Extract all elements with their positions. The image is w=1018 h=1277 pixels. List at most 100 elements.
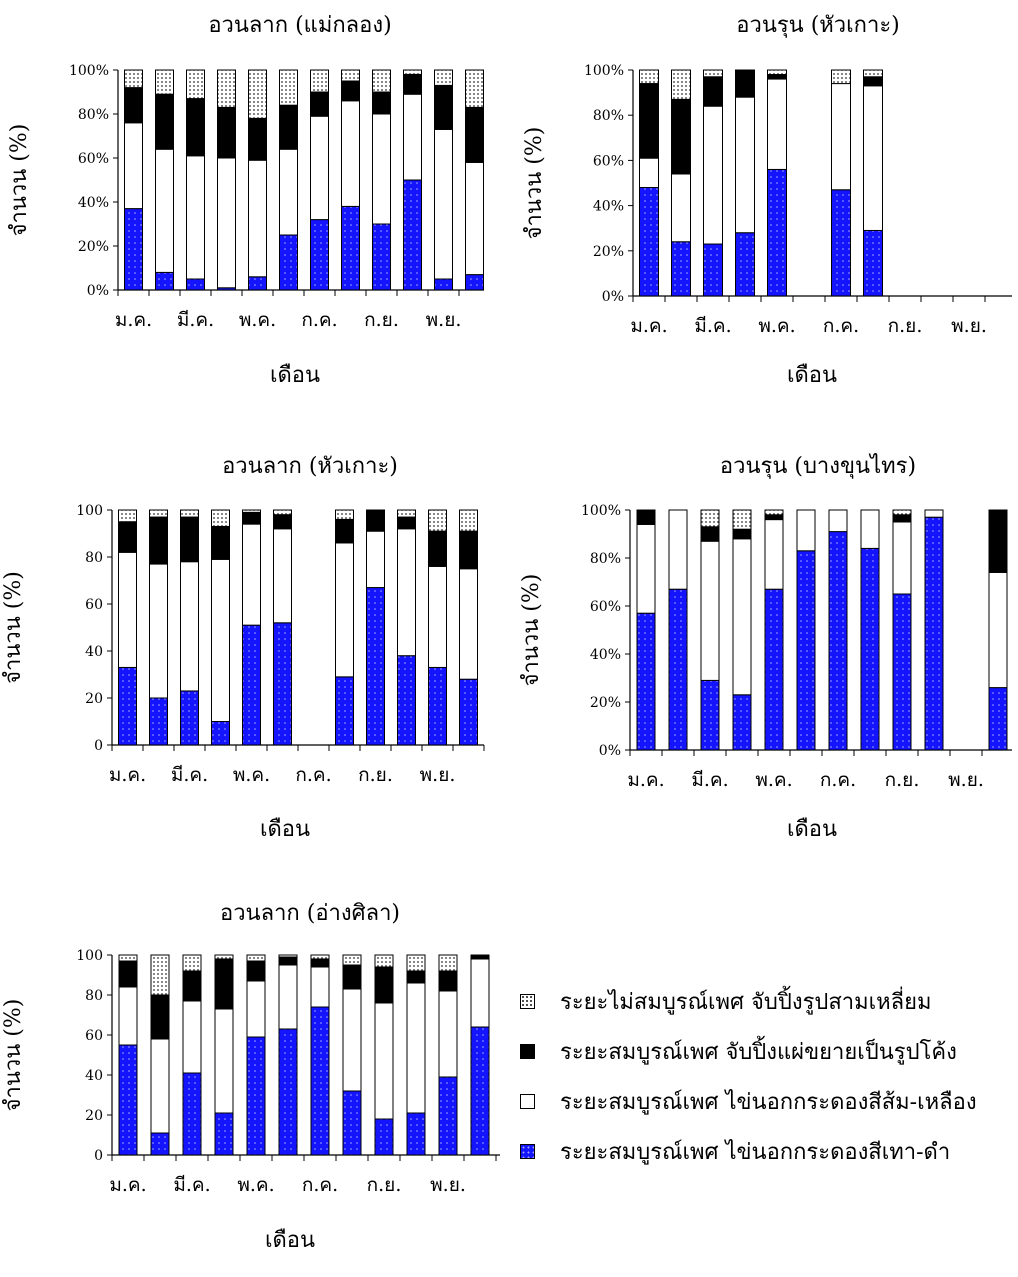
bar-segment-orange (860, 509, 880, 549)
bar-segment-grayblack (246, 1036, 266, 1156)
bar-segment-grayblack (671, 241, 691, 297)
x-tick-label: มี.ค. (691, 769, 728, 791)
bar-segment-immature (434, 69, 453, 86)
bar-segment-orange (892, 521, 912, 595)
bar-segment-grayblack (124, 208, 143, 291)
bar-segment-immature (703, 69, 723, 78)
x-tick-label: ก.ค. (301, 309, 337, 331)
y-tick-label: 20% (78, 239, 109, 255)
bar-segment-curved (767, 74, 787, 80)
legend-item-immature: ระยะไม่สมบูรณ์เพศ จับปิ้งรูปสามเหลี่ยม (520, 978, 1016, 1024)
bar-segment-orange (279, 148, 298, 236)
bar-segment-grayblack (703, 243, 723, 297)
bar-segment-curved (397, 516, 416, 530)
bar-segment-curved (180, 516, 199, 563)
bar-segment-curved (310, 958, 330, 968)
bar-segment-orange (828, 509, 848, 533)
y-tick-label: 60% (593, 153, 624, 169)
bar-segment-immature (374, 954, 394, 968)
bar-segment-orange (124, 122, 143, 210)
bar-segment-curved (149, 516, 168, 565)
bar-segment-curved (342, 964, 362, 990)
bar-segment-orange (470, 958, 490, 1028)
bar-segment-curved (118, 960, 138, 988)
bar-segment-grayblack (639, 187, 659, 297)
y-tick-label: 60% (78, 151, 109, 167)
bar-segment-curved (279, 104, 298, 150)
x-tick-label: ก.ค. (302, 1174, 338, 1196)
bar-segment-immature (428, 509, 447, 532)
x-tick-label: ก.ย. (367, 1174, 402, 1196)
y-axis-label: จำนวน (%) (1, 571, 26, 684)
bar-segment-curved (428, 530, 447, 567)
bar-segment-immature (273, 509, 292, 516)
bar-segment-curved (406, 970, 426, 984)
bar-segment-immature (341, 69, 360, 82)
y-axis-label: จำนวน (%) (519, 574, 544, 687)
bar-segment-grayblack (796, 550, 816, 751)
bar-segment-grayblack (700, 679, 720, 751)
x-tick-label: ม.ค. (630, 315, 667, 337)
bar-segment-curved (372, 91, 391, 115)
x-axis-label: เดือน (787, 363, 837, 388)
bar-segment-immature (892, 509, 912, 516)
y-tick-label: 0% (602, 289, 624, 305)
bar-segment-grayblack (214, 1112, 234, 1156)
bar-segment-orange (639, 157, 659, 189)
bar-segment-grayblack (150, 1132, 170, 1156)
bar-segment-curved (248, 117, 267, 161)
bar-segment-immature (155, 69, 174, 95)
bar-segment-orange (988, 571, 1008, 689)
bar-segment-curved (186, 98, 205, 157)
bar-segment-grayblack (397, 655, 416, 746)
bar-segment-grayblack (118, 1044, 138, 1156)
x-tick-label: ก.ค. (820, 769, 856, 791)
bar-segment-grayblack (860, 547, 880, 751)
bar-segment-orange (863, 85, 883, 231)
bar-segment-grayblack (155, 271, 174, 291)
bar-segment-immature (465, 69, 484, 108)
bar-segment-curved (434, 84, 453, 130)
bar-segment-immature (764, 509, 784, 516)
y-tick-label: 40 (85, 1068, 103, 1084)
bar-segment-orange (732, 538, 752, 696)
y-tick-label: 0% (87, 283, 109, 299)
bar-segment-immature (214, 954, 234, 960)
y-tick-label: 80% (590, 551, 621, 567)
x-tick-label: ม.ค. (109, 1174, 146, 1196)
bar-segment-grayblack (831, 189, 851, 297)
legend-swatch-dotted (520, 993, 535, 1009)
bar-segment-immature (279, 69, 298, 106)
bar-segment-orange (764, 519, 784, 590)
bar-segment-curved (124, 87, 143, 124)
x-axis-label: เดือน (260, 817, 310, 842)
y-tick-label: 100% (584, 63, 624, 79)
bar-segment-immature (397, 509, 416, 518)
bar-segment-grayblack (186, 278, 205, 291)
bar-segment-grayblack (459, 678, 478, 746)
x-tick-label: ก.ย. (888, 315, 923, 337)
bar-segment-orange (406, 982, 426, 1114)
bar-segment-immature (863, 69, 883, 78)
bar-segment-orange (278, 964, 298, 1030)
bar-segment-orange (831, 83, 851, 191)
legend-label: ระยะสมบูรณ์เพศ จับปิ้งแผ่ขยายเป็นรูปโค้ง (560, 1039, 957, 1065)
bar-segment-orange (374, 1002, 394, 1120)
bar-segment-curved (892, 514, 912, 523)
x-tick-label: ก.ค. (823, 315, 859, 337)
bar-segment-orange (465, 161, 484, 276)
x-tick-label: พ.ค. (239, 309, 276, 331)
bar-segment-immature (639, 69, 659, 85)
bar-segment-curved (459, 530, 478, 570)
x-tick-label: พ.ค. (237, 1174, 274, 1196)
bar-segment-immature (186, 69, 205, 100)
legend-item-grayblack: ระยะสมบูรณ์เพศ ไข่นอกกระดองสีเทา-ดำ (520, 1128, 1016, 1174)
y-tick-label: 100 (76, 948, 103, 964)
bar-segment-orange (273, 528, 292, 624)
y-tick-label: 80% (78, 107, 109, 123)
bar-segment-curved (341, 80, 360, 102)
bar-segment-orange (217, 157, 236, 289)
bar-segment-grayblack (892, 593, 912, 751)
y-tick-label: 40% (78, 195, 109, 211)
x-tick-label: มี.ค. (694, 315, 731, 337)
